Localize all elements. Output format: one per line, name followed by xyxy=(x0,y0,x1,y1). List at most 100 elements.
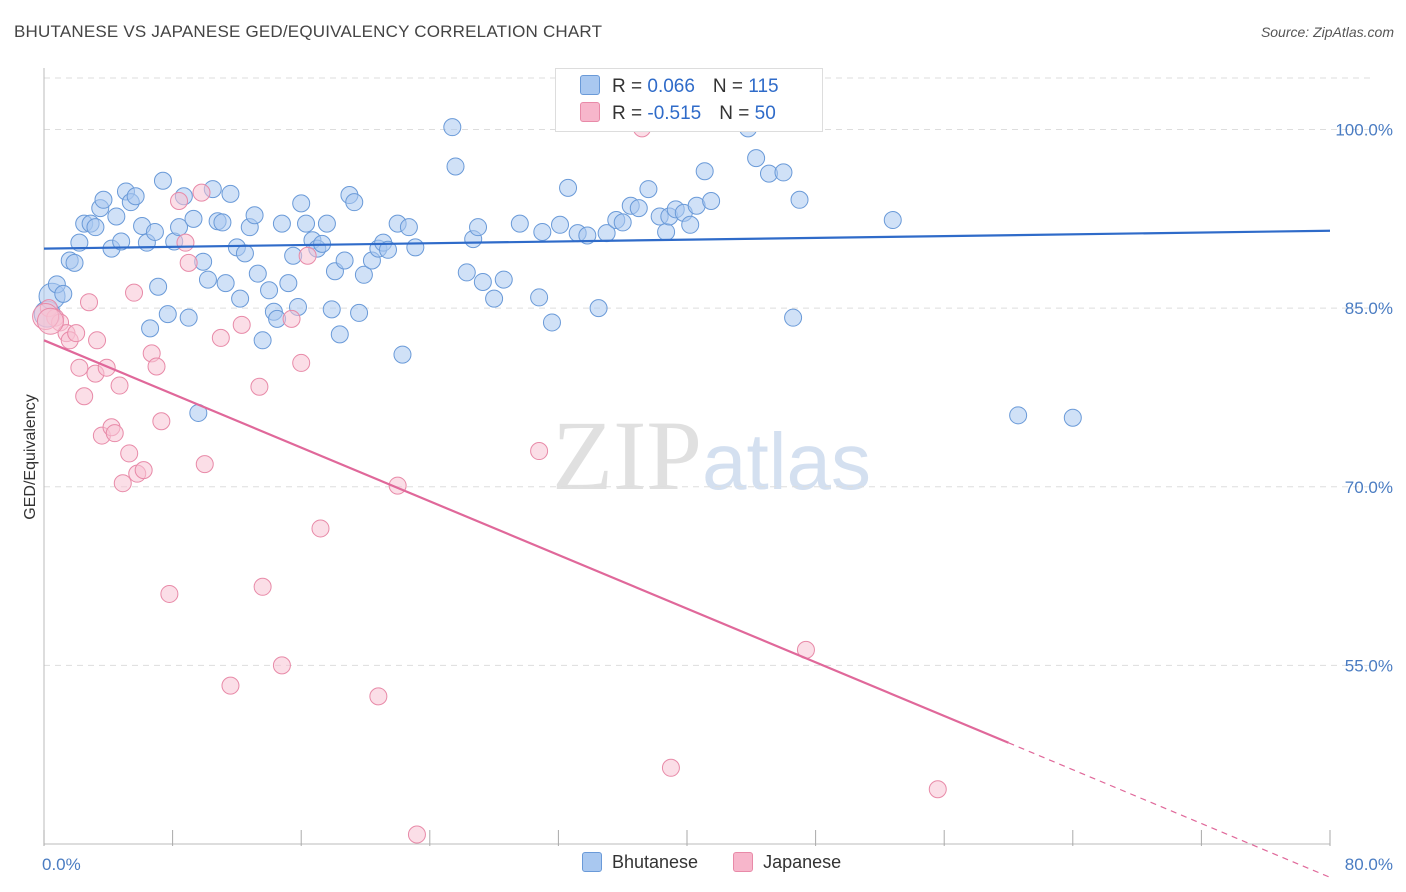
stats-legend: R = 0.066 N = 115 R = -0.515 N = 50 xyxy=(555,68,823,132)
bhutanese-point xyxy=(221,184,240,203)
bhutanese-point xyxy=(681,215,700,234)
bhutanese-point xyxy=(292,194,311,213)
japanese-point xyxy=(120,444,139,463)
bhutanese-point xyxy=(213,213,232,232)
bhutanese-point xyxy=(260,281,279,300)
bhutanese-point xyxy=(457,263,476,282)
bhutanese-point xyxy=(533,222,552,241)
legend-swatch-japanese xyxy=(580,102,600,122)
legend-r-label: R = xyxy=(612,103,648,124)
japanese-point xyxy=(125,283,144,302)
bhutanese-point xyxy=(551,215,570,234)
japanese-point xyxy=(75,387,94,406)
japanese-point xyxy=(152,412,171,431)
bhutanese-point xyxy=(126,187,145,206)
series-legend-japanese[interactable]: Japanese xyxy=(733,852,841,873)
japanese-point xyxy=(530,442,549,461)
bhutanese-point xyxy=(170,218,189,237)
japanese-trend-extension xyxy=(1008,742,1331,878)
x-tick-label: 0.0% xyxy=(42,855,81,874)
series-name-bhutanese: Bhutanese xyxy=(612,852,699,872)
japanese-point xyxy=(661,758,680,777)
bhutanese-point xyxy=(158,305,177,324)
bhutanese-point xyxy=(883,211,902,230)
legend-r-label: R = xyxy=(612,76,648,97)
bhutanese-point xyxy=(578,226,597,245)
bhutanese-point xyxy=(774,163,793,182)
legend-swatch-bhutanese xyxy=(580,75,600,95)
bhutanese-point xyxy=(494,270,513,289)
japanese-point xyxy=(147,357,166,376)
bhutanese-point xyxy=(510,214,529,233)
bhutanese-point xyxy=(145,222,164,241)
bhutanese-point xyxy=(629,199,648,218)
bhutanese-point xyxy=(65,253,84,272)
japanese-point xyxy=(195,455,214,474)
bhutanese-point xyxy=(297,214,316,233)
japanese-point xyxy=(221,676,240,695)
legend-n-label: N = xyxy=(712,76,749,97)
axis-labels: 100.0% 85.0% 70.0% 55.0% 0.0% 80.0% GED/Equiva… xyxy=(22,121,1393,874)
japanese-point xyxy=(272,656,291,675)
bhutanese-point xyxy=(354,265,373,284)
bhutanese-point xyxy=(94,190,113,209)
y-tick-label: 85.0% xyxy=(1345,299,1393,318)
legend-row-japanese: R = -0.515 N = 50 xyxy=(580,102,776,128)
japanese-point xyxy=(97,358,116,377)
bhutanese-point xyxy=(443,118,462,137)
bhutanese-point xyxy=(245,206,264,225)
bhutanese-point xyxy=(542,313,561,332)
bhutanese-point xyxy=(149,277,168,296)
japanese-points xyxy=(32,119,947,844)
japanese-point xyxy=(113,474,132,493)
bhutanese-point xyxy=(790,190,809,209)
bhutanese-point xyxy=(350,303,369,322)
bhutanese-point xyxy=(231,289,250,308)
japanese-point xyxy=(928,780,947,799)
japanese-point xyxy=(179,253,198,272)
bhutanese-point xyxy=(335,251,354,270)
japanese-point xyxy=(292,353,311,372)
y-tick-label: 70.0% xyxy=(1345,478,1393,497)
japanese-point xyxy=(192,183,211,202)
japanese-point xyxy=(253,577,272,596)
japanese-point xyxy=(250,377,269,396)
legend-n-value: 115 xyxy=(748,76,779,97)
bhutanese-point xyxy=(469,218,488,237)
japanese-point xyxy=(80,293,99,312)
japanese-point xyxy=(311,519,330,538)
bhutanese-point xyxy=(248,264,267,283)
japanese-point xyxy=(160,584,179,603)
bhutanese-point xyxy=(473,272,492,291)
japanese-point xyxy=(67,324,86,343)
watermark-sub: atlas xyxy=(702,417,871,506)
bhutanese-point xyxy=(345,193,364,212)
bhutanese-point xyxy=(86,218,105,237)
bhutanese-point xyxy=(179,308,198,327)
bhutanese-point xyxy=(184,209,203,228)
y-axis-label: GED/Equivalency xyxy=(22,394,39,519)
bhutanese-point xyxy=(70,233,89,252)
bhutanese-point xyxy=(747,149,766,168)
japanese-point xyxy=(211,328,230,347)
bhutanese-point xyxy=(322,300,341,319)
bhutanese-point xyxy=(153,171,172,190)
series-name-japanese: Japanese xyxy=(763,852,842,872)
bhutanese-point xyxy=(446,157,465,176)
series-swatch-japanese xyxy=(733,852,754,872)
japanese-point xyxy=(298,246,317,265)
series-legend-bhutanese[interactable]: Bhutanese xyxy=(582,852,698,873)
bhutanese-point xyxy=(272,214,291,233)
bhutanese-point xyxy=(198,270,217,289)
bhutanese-point xyxy=(141,319,160,338)
watermark-main: ZIP xyxy=(552,400,702,511)
bhutanese-point xyxy=(1009,406,1028,425)
bhutanese-trend-line xyxy=(43,229,1331,250)
series-legend: Bhutanese Japanese xyxy=(582,852,871,873)
legend-r-value: -0.515 xyxy=(647,103,702,124)
bhutanese-point xyxy=(330,325,349,344)
bhutanese-point xyxy=(406,238,425,257)
axes xyxy=(43,68,1331,846)
bhutanese-point xyxy=(784,308,803,327)
